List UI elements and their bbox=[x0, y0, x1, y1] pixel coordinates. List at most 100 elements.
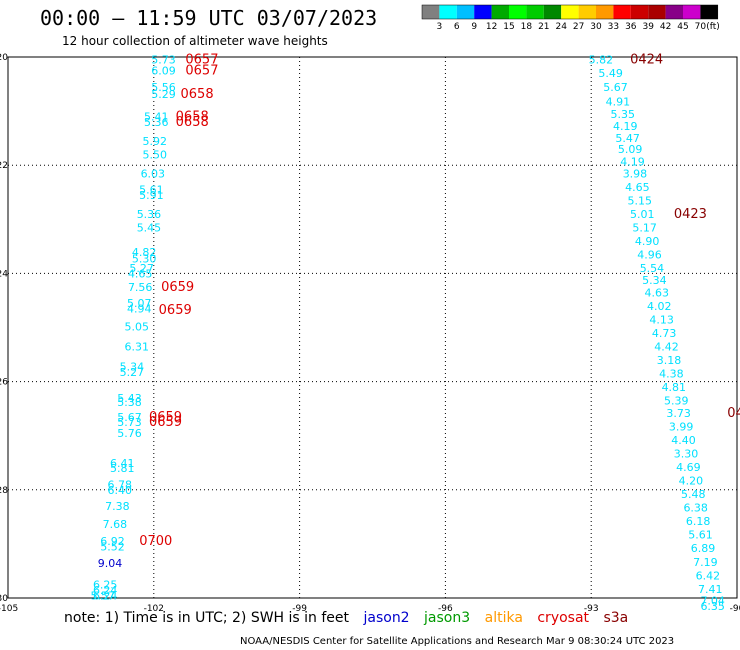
wave-height-point-s3a: 5.67 bbox=[603, 81, 628, 94]
wave-height-point-s3a: 4.73 bbox=[652, 327, 677, 340]
satellite-label-cryosat: cryosat bbox=[537, 610, 590, 626]
wave-height-point-cryosat: 6.24 bbox=[93, 589, 118, 602]
legend-swatch bbox=[491, 5, 509, 19]
legend-frame bbox=[421, 4, 719, 20]
legend-swatch bbox=[630, 5, 649, 19]
wave-height-point-cryosat: 7.68 bbox=[103, 518, 128, 531]
wave-height-point-cryosat: 5.50 bbox=[143, 148, 168, 161]
wave-height-point-cryosat: 5.67 bbox=[117, 411, 142, 424]
wave-height-point-s3a: 4.19 bbox=[620, 155, 645, 168]
legend-swatch bbox=[526, 5, 544, 19]
wave-height-point-s3a: 5.49 bbox=[598, 67, 623, 80]
wave-height-point-s3a: 3.30 bbox=[674, 448, 699, 461]
wave-height-point-cryosat: 5.81 bbox=[110, 462, 135, 475]
wave-height-point-s3a: 4.19 bbox=[613, 120, 638, 133]
wave-height-point-s3a: 5.17 bbox=[632, 221, 657, 234]
legend-swatch bbox=[561, 5, 579, 19]
wave-height-point-s3a: 4.40 bbox=[671, 434, 696, 447]
wave-height-point-cryosat: 5.07 bbox=[127, 297, 152, 310]
wave-height-point-s3a: 4.96 bbox=[637, 248, 662, 261]
wave-height-point-s3a: 4.38 bbox=[659, 367, 684, 380]
wave-height-point-s3a: 5.39 bbox=[664, 395, 689, 408]
legend-swatch bbox=[648, 5, 666, 19]
legend-tick-label: 36 bbox=[625, 22, 637, 32]
wave-height-point-s3a: 6.42 bbox=[696, 569, 721, 582]
wave-height-point-cryosat: 6.24 bbox=[93, 584, 118, 597]
wave-height-point-s3a: 5.15 bbox=[628, 194, 653, 207]
wave-height-point-cryosat: 5.34 bbox=[120, 360, 145, 373]
wave-height-point-cryosat: 5.27 bbox=[129, 262, 154, 275]
wave-height-point-cryosat: 5.45 bbox=[137, 221, 162, 234]
x-tick-label: -99 bbox=[292, 604, 307, 614]
time-label: 0659 bbox=[149, 415, 182, 430]
wave-height-point-s3a: 5.01 bbox=[630, 208, 655, 221]
wave-height-point-s3a: 5.54 bbox=[640, 262, 665, 275]
time-label: 0659 bbox=[159, 303, 192, 318]
y-tick-label: -20 bbox=[0, 53, 8, 63]
wave-height-point-cryosat: 5.36 bbox=[144, 116, 169, 129]
legend-tick-label: 21 bbox=[538, 22, 549, 32]
time-label: 0657 bbox=[185, 53, 218, 68]
wave-height-point-cryosat: 5.29 bbox=[151, 88, 176, 101]
y-tick-label: -22 bbox=[0, 161, 8, 171]
legend-tick-label: 18 bbox=[521, 22, 533, 32]
legend-tick-label: 24 bbox=[555, 22, 567, 32]
wave-height-point-s3a: 4.63 bbox=[645, 286, 670, 299]
wave-height-point-s3a: 4.42 bbox=[654, 340, 679, 353]
wave-height-point-cryosat: 6.25 bbox=[93, 578, 118, 591]
legend-tick-label: 3 bbox=[437, 22, 443, 32]
wave-height-point-cryosat: 5.36 bbox=[137, 208, 162, 221]
legend-tick-label: 12 bbox=[486, 22, 497, 32]
wave-height-point-s3a: 3.73 bbox=[666, 407, 691, 420]
time-label: 0658 bbox=[176, 115, 209, 130]
legend-tick-label: 70 bbox=[695, 22, 707, 32]
wave-height-point-cryosat: 4.94 bbox=[127, 303, 152, 316]
legend-swatch bbox=[683, 5, 701, 19]
wave-height-point-cryosat: 6.40 bbox=[108, 484, 133, 497]
satellite-label-jason3: jason3 bbox=[424, 610, 471, 626]
legend-tick-label: 27 bbox=[573, 22, 584, 32]
y-tick-label: -24 bbox=[0, 269, 8, 279]
wave-height-point-s3a: 5.34 bbox=[642, 274, 667, 287]
page-title: 00:00 – 11:59 UTC 03/07/2023 bbox=[40, 6, 378, 30]
wave-height-point-cryosat: 5.61 bbox=[139, 184, 164, 197]
wave-height-point-cryosat: 6.31 bbox=[125, 340, 150, 353]
legend-tick-label: 39 bbox=[642, 22, 654, 32]
legend-swatch bbox=[700, 5, 718, 19]
wave-height-point-s3a: 4.02 bbox=[647, 300, 672, 313]
legend-swatch bbox=[439, 5, 457, 19]
wave-height-point-s3a: 5.61 bbox=[688, 529, 713, 542]
wave-height-point-cryosat: 6.92 bbox=[100, 535, 125, 548]
wave-height-point-cryosat: 5.52 bbox=[100, 541, 125, 554]
legend-tick-label: 42 bbox=[660, 22, 671, 32]
wave-height-point-cryosat: 5.56 bbox=[151, 81, 176, 94]
wave-height-point-cryosat: 5.41 bbox=[144, 111, 169, 124]
wave-height-point-s3a: 3.99 bbox=[669, 421, 694, 434]
time-label: 0658 bbox=[176, 110, 209, 125]
wave-height-point-s3a: 4.20 bbox=[679, 475, 704, 488]
wave-height-point-cryosat: 6.78 bbox=[108, 478, 133, 491]
wave-height-point-cryosat: 5.92 bbox=[143, 135, 168, 148]
time-label: 0422 bbox=[727, 406, 740, 421]
wave-height-point-s3a: 4.91 bbox=[606, 95, 631, 108]
legend-swatch bbox=[596, 5, 614, 19]
time-label: 0659 bbox=[149, 410, 182, 425]
legend-tick-label: 15 bbox=[503, 22, 514, 32]
wave-height-point-cryosat: 4.82 bbox=[132, 246, 157, 259]
legend-swatch bbox=[578, 5, 596, 19]
legend-tick-label: 9 bbox=[471, 22, 477, 32]
legend-swatch bbox=[613, 5, 631, 19]
wave-height-point-s3a: 4.81 bbox=[662, 381, 687, 394]
wave-height-point-cryosat: 5.76 bbox=[117, 427, 142, 440]
wave-height-point-s3a: 3.18 bbox=[657, 354, 682, 367]
wave-height-point-cryosat: 6.41 bbox=[110, 457, 135, 470]
x-tick-label: -90 bbox=[730, 604, 740, 614]
x-tick-label: -105 bbox=[0, 604, 18, 614]
wave-height-point-s3a: 7.41 bbox=[698, 583, 723, 596]
wave-height-point-s3a: 5.48 bbox=[681, 488, 706, 501]
time-label: 0657 bbox=[185, 64, 218, 79]
wave-height-point-s3a: 4.13 bbox=[649, 313, 674, 326]
time-label: 0424 bbox=[630, 53, 663, 68]
legend-swatch bbox=[509, 5, 527, 19]
